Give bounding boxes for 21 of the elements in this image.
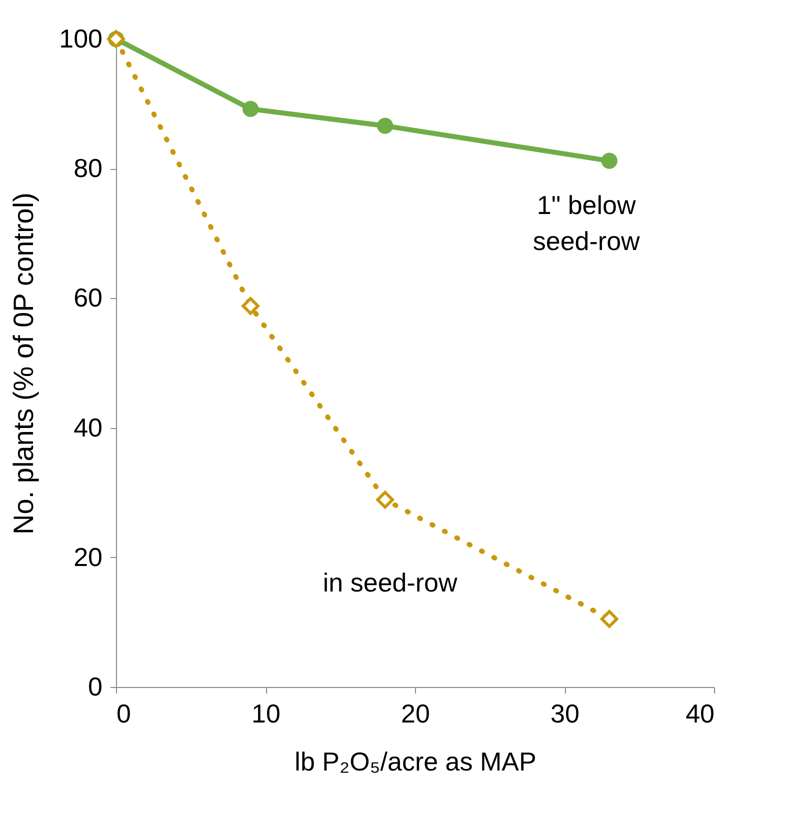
point <box>376 490 394 509</box>
series-label: in seed-row <box>322 568 458 598</box>
x-tick-label: 30 <box>550 698 580 728</box>
point <box>242 100 259 118</box>
x-tick-label: 40 <box>686 698 714 728</box>
y-axis-title: No. plants (% of 0P control) <box>8 192 40 534</box>
x-tick-label: 0 <box>116 698 131 728</box>
point <box>377 118 394 134</box>
y-tick-label: 100 <box>59 24 102 54</box>
y-tick-label: 0 <box>88 672 102 702</box>
y-tick-label: 20 <box>74 542 102 572</box>
x-axis-title: lb P₂O₅/acre as MAP <box>294 746 536 776</box>
point <box>242 297 260 315</box>
point <box>600 610 618 628</box>
y-tick-label: 60 <box>74 282 102 313</box>
point <box>601 152 618 169</box>
y-tick-label: 40 <box>74 412 102 442</box>
y-tick-label: 80 <box>74 153 102 184</box>
x-tick-label: 20 <box>401 698 430 728</box>
series-label: 1" below seed-row <box>532 190 640 256</box>
x-tick-label: 10 <box>252 698 280 728</box>
